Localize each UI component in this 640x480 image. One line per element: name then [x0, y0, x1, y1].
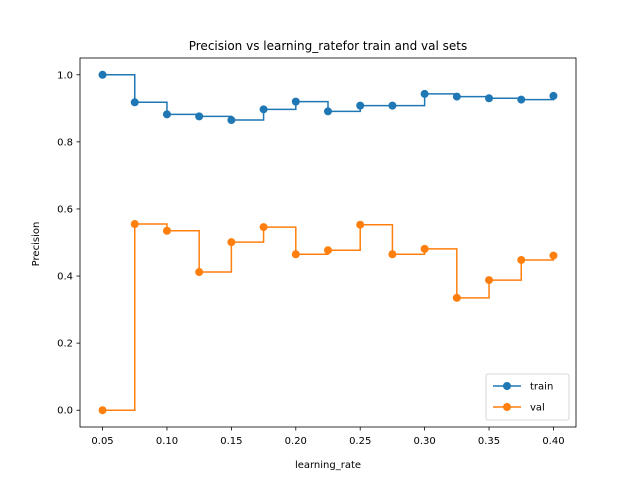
data-point-train: [356, 101, 365, 110]
x-tick-label: 0.10: [156, 436, 178, 447]
y-tick-label: 0.2: [57, 339, 73, 350]
x-tick-label: 0.25: [349, 436, 371, 447]
data-point-val: [549, 251, 558, 260]
data-point-train: [291, 97, 300, 106]
data-point-val: [517, 255, 526, 264]
plot-area: [79, 57, 577, 428]
data-point-val: [485, 276, 494, 285]
y-axis: 0.0 0.2 0.4 0.6 0.8 1.0: [57, 70, 80, 417]
x-tick-label: 0.20: [285, 436, 307, 447]
y-axis-label: Precision: [31, 222, 42, 267]
data-point-train: [388, 101, 397, 110]
x-tick-label: 0.30: [413, 436, 435, 447]
data-point-val: [420, 244, 429, 253]
legend: train val: [485, 373, 570, 421]
data-point-train: [98, 70, 107, 79]
legend-label-val: val: [530, 403, 545, 414]
legend-box: [485, 373, 570, 421]
data-point-train: [130, 98, 139, 107]
data-point-val: [356, 220, 365, 229]
axes-background: [80, 58, 576, 427]
data-point-train: [420, 89, 429, 98]
data-point-val: [324, 246, 332, 255]
data-point-train: [485, 94, 494, 103]
x-tick-label: 0.35: [478, 436, 500, 447]
data-point-val: [291, 250, 300, 259]
series-layer: [98, 70, 558, 415]
data-point-train: [517, 95, 526, 104]
chart-title: Precision vs learning_ratefor train and …: [189, 39, 468, 53]
x-tick-label: 0.40: [542, 436, 564, 447]
y-tick-label: 0.0: [57, 406, 73, 417]
legend-label-train: train: [530, 382, 553, 393]
y-tick-label: 0.4: [57, 272, 73, 283]
data-point-val: [452, 293, 461, 302]
data-point-val: [162, 226, 171, 235]
legend-marker-val: [503, 403, 511, 411]
data-point-train: [227, 116, 236, 125]
data-point-val: [388, 250, 397, 259]
axes-frame: [79, 57, 577, 428]
data-point-train: [549, 91, 558, 100]
x-axis: 0.05 0.10 0.15 0.20 0.25 0.30 0.35 0.40: [91, 427, 565, 447]
x-axis-label: learning_rate: [295, 460, 361, 471]
legend-marker-train: [503, 382, 511, 390]
data-point-val: [195, 268, 204, 277]
data-point-train: [452, 92, 461, 101]
data-point-val: [259, 223, 268, 232]
y-tick-label: 1.0: [57, 70, 73, 81]
x-tick-label: 0.05: [91, 436, 113, 447]
data-point-val: [227, 238, 236, 247]
data-point-train: [324, 107, 332, 116]
data-point-train: [259, 105, 268, 114]
data-point-val: [130, 220, 139, 229]
x-tick-label: 0.15: [220, 436, 242, 447]
data-point-train: [195, 112, 204, 121]
data-point-val: [98, 406, 107, 415]
data-point-train: [162, 110, 171, 119]
y-tick-label: 0.8: [57, 137, 73, 148]
y-tick-label: 0.6: [57, 204, 73, 215]
